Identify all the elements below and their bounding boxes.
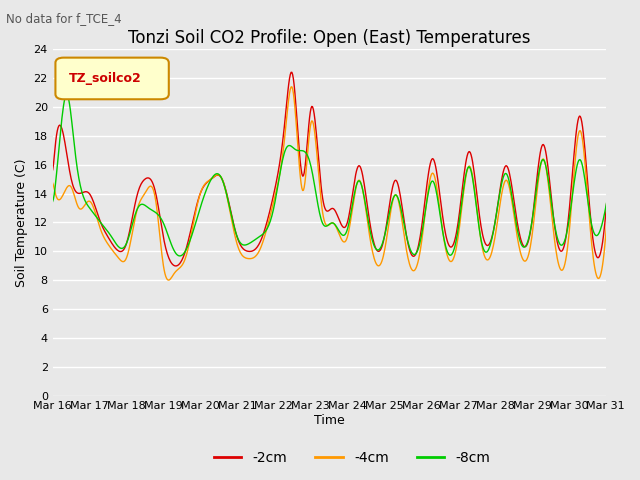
Y-axis label: Soil Temperature (C): Soil Temperature (C)	[15, 158, 28, 287]
Title: Tonzi Soil CO2 Profile: Open (East) Temperatures: Tonzi Soil CO2 Profile: Open (East) Temp…	[128, 29, 531, 48]
FancyBboxPatch shape	[56, 58, 169, 99]
X-axis label: Time: Time	[314, 414, 344, 427]
Text: No data for f_TCE_4: No data for f_TCE_4	[6, 12, 122, 25]
Text: TZ_soilco2: TZ_soilco2	[69, 72, 142, 85]
Legend: -2cm, -4cm, -8cm: -2cm, -4cm, -8cm	[208, 445, 496, 471]
